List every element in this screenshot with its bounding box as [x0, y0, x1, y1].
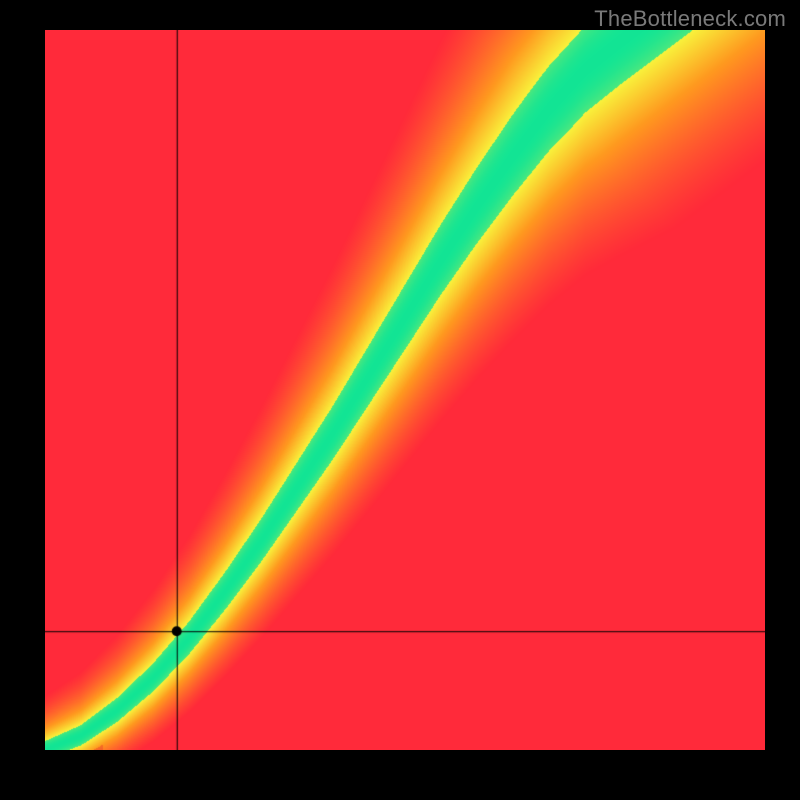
watermark-text: TheBottleneck.com: [594, 6, 786, 32]
bottleneck-heatmap: [45, 30, 765, 750]
heatmap-canvas: [45, 30, 765, 750]
